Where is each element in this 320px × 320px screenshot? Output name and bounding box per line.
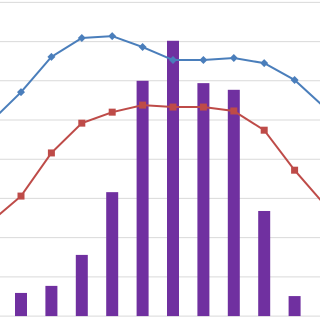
marker bbox=[77, 34, 86, 43]
line bbox=[0, 104, 320, 216]
marker bbox=[17, 88, 25, 97]
marker bbox=[47, 149, 55, 157]
bar bbox=[75, 254, 88, 317]
marker bbox=[169, 56, 177, 64]
marker bbox=[230, 107, 238, 115]
bar bbox=[15, 292, 27, 317]
marker bbox=[260, 126, 268, 134]
bar bbox=[258, 210, 271, 317]
marker bbox=[78, 119, 86, 127]
marker bbox=[139, 101, 147, 109]
marker bbox=[169, 103, 177, 111]
marker bbox=[260, 59, 269, 68]
bar bbox=[136, 80, 149, 317]
marker bbox=[199, 56, 208, 64]
marker bbox=[47, 52, 56, 61]
marker bbox=[17, 192, 25, 200]
bar bbox=[288, 296, 301, 317]
bar bbox=[45, 285, 58, 317]
marker bbox=[229, 54, 238, 63]
marker bbox=[108, 108, 116, 116]
bar bbox=[167, 40, 179, 317]
marker bbox=[291, 166, 299, 174]
bar bbox=[197, 83, 210, 317]
bar bbox=[227, 89, 240, 317]
marker bbox=[199, 103, 207, 111]
marker bbox=[290, 76, 299, 84]
marker bbox=[138, 43, 147, 52]
bar bbox=[106, 192, 119, 317]
marker bbox=[108, 32, 117, 41]
line bbox=[0, 35, 320, 115]
